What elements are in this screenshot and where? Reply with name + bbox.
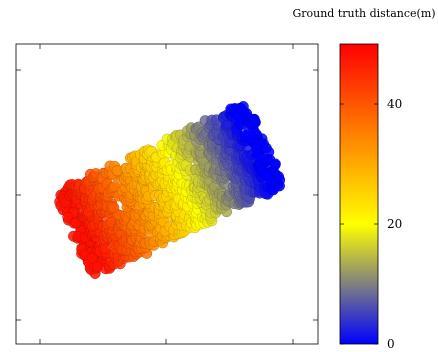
data-point — [249, 117, 261, 129]
colorbar-ticks: 0 20 40 — [340, 97, 402, 351]
colorbar-tick-label: 20 — [387, 217, 402, 231]
colorbar — [339, 43, 379, 345]
data-point — [269, 158, 281, 170]
data-point — [260, 168, 272, 180]
data-point — [273, 171, 285, 183]
colorbar-tick-label: 40 — [387, 97, 402, 111]
data-point — [108, 202, 120, 214]
colorbar-tick-label: 0 — [387, 337, 395, 351]
axis-ticks — [16, 44, 318, 344]
colorbar-label: Ground truth distance(m) — [292, 7, 435, 20]
point-cloud — [54, 101, 286, 279]
data-point — [86, 252, 98, 264]
data-point — [235, 103, 247, 115]
data-point — [263, 146, 275, 158]
data-point — [251, 143, 263, 155]
